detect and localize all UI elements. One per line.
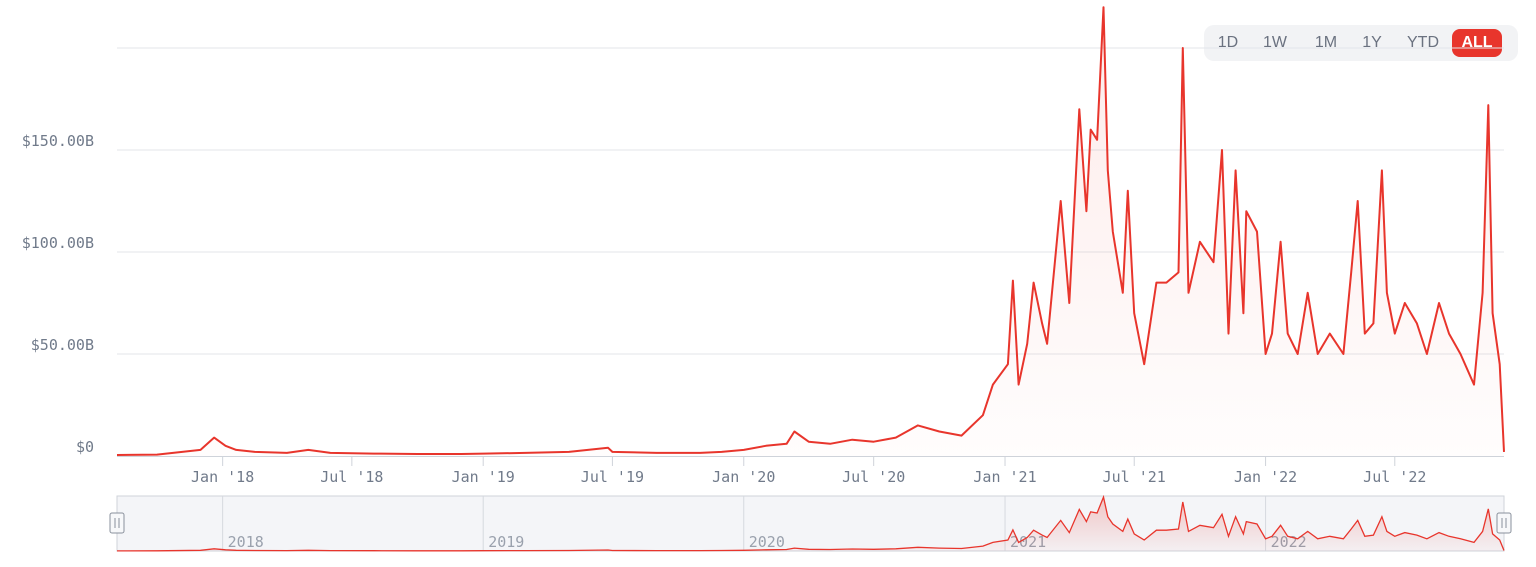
y-tick-label: $0 [76,438,94,456]
navigator-left-handle[interactable] [109,512,125,534]
x-tick-label: Jan '20 [712,468,775,486]
navigator-right-handle[interactable] [1496,512,1512,534]
y-tick-label: $50.00B [31,336,94,354]
navigator-year-label: 2018 [228,533,264,551]
navigator-area [117,497,1504,551]
range-button-ytd[interactable]: YTD [1407,34,1439,51]
navigator-year-label: 2019 [488,533,524,551]
range-button-1y[interactable]: 1Y [1362,34,1382,51]
x-tick-label: Jan '19 [452,468,515,486]
navigator-year-label: 2020 [749,533,785,551]
x-tick-label: Jul '20 [842,468,905,486]
x-tick-label: Jan '22 [1234,468,1297,486]
range-button-1w[interactable]: 1W [1263,34,1287,51]
y-tick-label: $150.00B [22,132,94,150]
time-range-selector: 1D 1W 1M 1Y YTD ALL [1204,25,1518,61]
series-line [116,6,1505,456]
x-tick-label: Jan '21 [973,468,1036,486]
x-tick-label: Jul '21 [1103,468,1166,486]
y-tick-label: $100.00B [22,234,94,252]
range-button-1m[interactable]: 1M [1314,34,1338,51]
x-tick-label: Jul '18 [320,468,383,486]
x-tick-label: Jul '19 [581,468,644,486]
handle-grip[interactable] [1496,512,1512,534]
navigator-line [116,494,1505,552]
handle-grip[interactable] [109,512,125,534]
x-tick-label: Jul '22 [1363,468,1426,486]
range-button-all[interactable]: ALL [1452,29,1502,57]
x-tick-label: Jan '18 [191,468,254,486]
series-area [117,7,1504,456]
range-button-1d[interactable]: 1D [1217,34,1239,51]
